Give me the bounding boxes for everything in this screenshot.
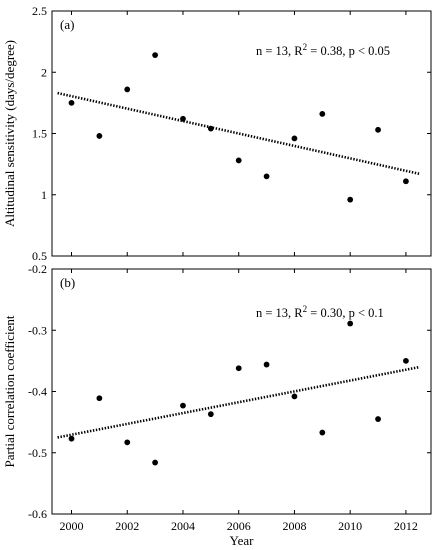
x-tick-label: 2002 bbox=[115, 519, 139, 533]
y-tick-label: 2 bbox=[41, 65, 47, 79]
y-tick-label: -0.2 bbox=[28, 262, 47, 276]
stats-annotation: n = 13, R2 = 0.30, p < 0.1 bbox=[256, 304, 384, 320]
panel-a: 0.5 1 1.5 2 2.5 (a) n = 13, R2 = 0.38, p < 0.0… bbox=[2, 4, 432, 263]
data-point bbox=[375, 416, 381, 422]
data-point bbox=[347, 320, 354, 327]
data-point bbox=[68, 435, 75, 442]
x-tick-label: 2000 bbox=[60, 519, 84, 533]
data-point bbox=[180, 402, 186, 409]
y-tick-label: 1.5 bbox=[32, 127, 47, 141]
x-tick-label: 2010 bbox=[338, 519, 362, 533]
panel-label: (b) bbox=[60, 275, 75, 290]
y-tick-label: -0.4 bbox=[28, 385, 47, 399]
data-point bbox=[207, 411, 214, 418]
data-point bbox=[347, 196, 354, 203]
data-point bbox=[180, 115, 186, 122]
y-tick-label: 0.5 bbox=[32, 249, 47, 263]
y-tick-label: 2.5 bbox=[32, 4, 47, 18]
data-point bbox=[263, 361, 270, 368]
x-tick-label: 2004 bbox=[171, 519, 195, 533]
data-point bbox=[152, 52, 159, 58]
data-point bbox=[96, 133, 103, 139]
panel-b: -0.6 -0.5 -0.4 -0.3 -0.2 2000 2002 2004 2006 2008… bbox=[2, 262, 432, 548]
data-point bbox=[235, 365, 242, 372]
data-point bbox=[207, 125, 214, 132]
x-tick-label: 2008 bbox=[282, 519, 306, 533]
data-point bbox=[291, 135, 298, 142]
trend-line bbox=[57, 91, 421, 176]
x-axis-label: Year bbox=[230, 533, 255, 548]
data-point bbox=[263, 173, 270, 180]
y-axis-label: Partial correlation coefficient bbox=[2, 315, 17, 467]
data-point bbox=[319, 111, 326, 117]
data-point bbox=[235, 157, 242, 164]
trend-line bbox=[57, 365, 421, 439]
data-point bbox=[319, 429, 326, 436]
data-point bbox=[403, 178, 409, 185]
data-point bbox=[124, 439, 131, 446]
data-point bbox=[291, 393, 298, 400]
y-tick-label: -0.3 bbox=[28, 323, 47, 337]
data-point bbox=[375, 126, 381, 133]
y-tick-label: -0.5 bbox=[28, 446, 47, 460]
y-axis-label: Altitudinal sensitivity (days/degree) bbox=[2, 40, 17, 227]
data-point bbox=[152, 459, 159, 466]
data-point bbox=[403, 357, 409, 364]
panel-label: (a) bbox=[60, 17, 74, 32]
data-point bbox=[68, 99, 75, 106]
y-tick-label: 1 bbox=[41, 188, 47, 202]
x-tick-label: 2012 bbox=[394, 519, 418, 533]
data-point bbox=[124, 86, 131, 93]
data-point bbox=[96, 395, 103, 402]
y-tick-label: -0.6 bbox=[28, 507, 47, 521]
stats-annotation: n = 13, R2 = 0.38, p < 0.05 bbox=[256, 42, 390, 58]
x-tick-label: 2006 bbox=[227, 519, 251, 533]
